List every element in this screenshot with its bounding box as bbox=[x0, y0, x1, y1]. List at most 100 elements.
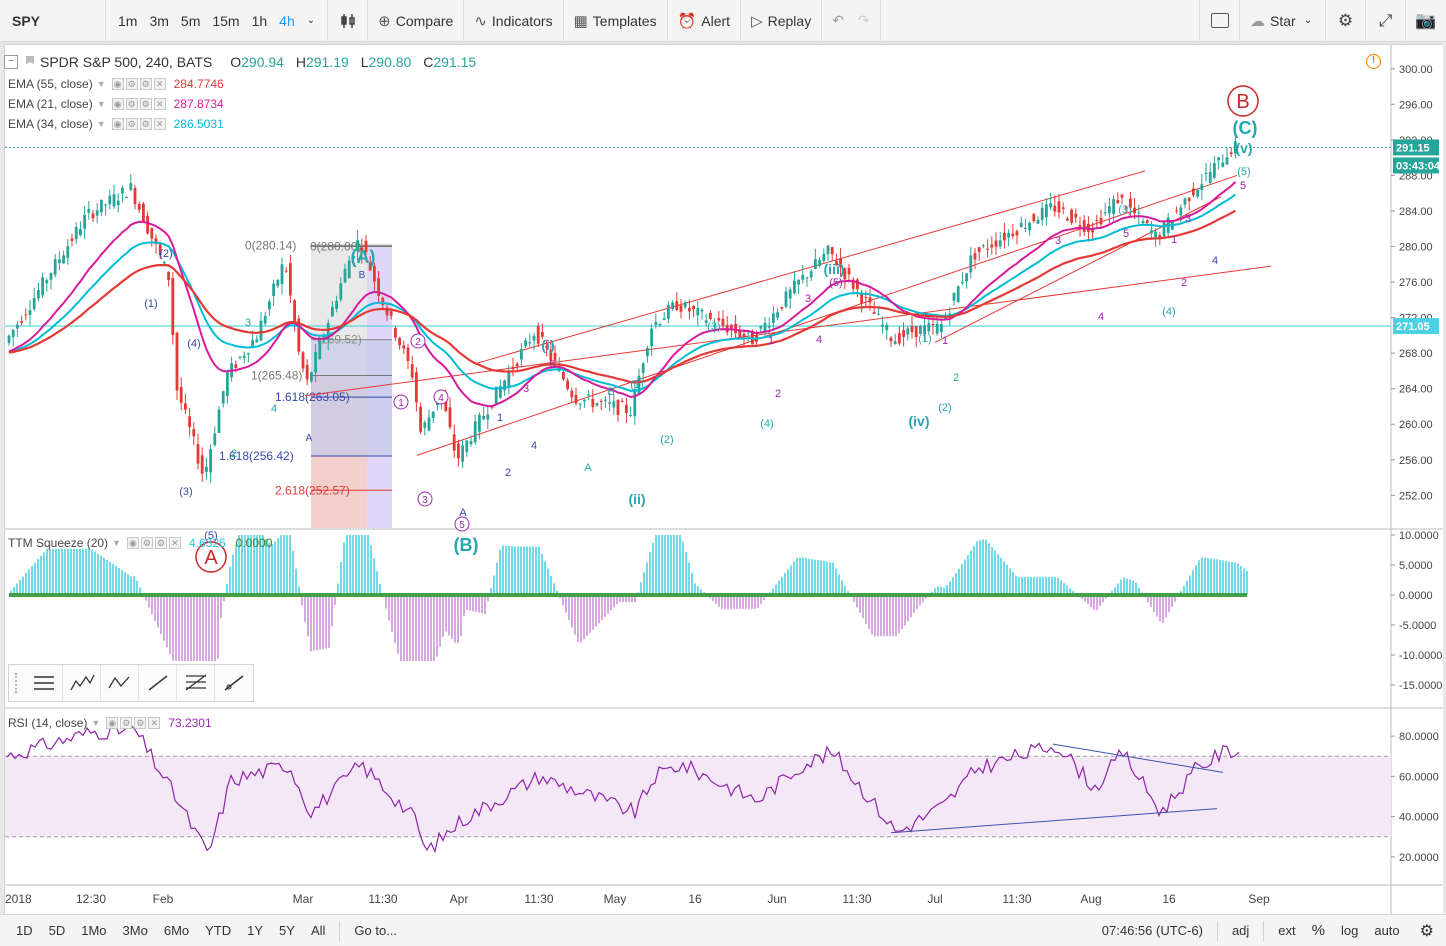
indicators-button[interactable]: ∿ Indicators bbox=[464, 0, 564, 42]
range-1y[interactable]: 1Y bbox=[247, 923, 264, 938]
chart-frame[interactable]: 252.00256.00260.00264.00268.00272.00276.… bbox=[4, 44, 1443, 915]
elliott-correction-tool[interactable] bbox=[101, 665, 139, 701]
goto-button[interactable]: Go to... bbox=[354, 923, 398, 938]
top-toolbar: SPY 1m 3m 5m 15m 1h 4h ⌄ ⊕ Compare ∿ Indic… bbox=[0, 0, 1446, 42]
time-axis-label: 2018 bbox=[5, 892, 32, 906]
alert-button[interactable]: ⏰ Alert bbox=[668, 0, 742, 42]
collapse-legend-button[interactable]: − bbox=[4, 55, 18, 69]
candle-body bbox=[998, 240, 1002, 247]
clock-readout[interactable]: 07:46:56 (UTC-6) bbox=[1101, 923, 1203, 938]
candle-body bbox=[784, 291, 788, 307]
ttm-legend[interactable]: TTM Squeeze (20) ▼ ◉ ⚙ ⚙ ✕ 4.6326 0.0000 bbox=[8, 535, 272, 551]
wave-label: 2 bbox=[775, 388, 781, 400]
candle-body bbox=[578, 403, 582, 405]
templates-button[interactable]: ▦ Templates bbox=[564, 0, 668, 42]
candle-body bbox=[62, 255, 65, 264]
chevron-down-icon[interactable]: ▼ bbox=[96, 119, 106, 129]
elliott-impulse-tool[interactable] bbox=[63, 665, 101, 701]
star-button[interactable]: ☁ Star ⌄ bbox=[1240, 0, 1326, 42]
candle-body bbox=[217, 409, 221, 433]
candle-body bbox=[310, 372, 313, 382]
square-icon bbox=[1210, 13, 1229, 28]
wave-label: 3 bbox=[1185, 213, 1191, 225]
range-3mo[interactable]: 3Mo bbox=[122, 923, 148, 938]
range-6mo[interactable]: 6Mo bbox=[163, 923, 190, 938]
chevron-down-icon[interactable]: ▼ bbox=[96, 99, 106, 109]
rsi-legend[interactable]: RSI (14, close) ▼ ◉ ⚙ ⚙ ✕ 73.2301 bbox=[8, 715, 212, 731]
chevron-down-icon[interactable]: ⌄ bbox=[306, 15, 316, 26]
candle-body bbox=[482, 415, 485, 420]
chart-type-button[interactable] bbox=[328, 0, 369, 42]
chevron-down-icon[interactable]: ▼ bbox=[112, 538, 121, 548]
wave-12345-icon bbox=[69, 674, 95, 691]
candle-body bbox=[1221, 162, 1225, 167]
trend-line-tool[interactable] bbox=[139, 665, 177, 701]
candle-body bbox=[515, 363, 519, 367]
candle-body bbox=[457, 443, 460, 459]
ray-tool[interactable] bbox=[215, 665, 253, 701]
interval-5m[interactable]: 5m bbox=[180, 12, 201, 29]
candle-body bbox=[478, 414, 481, 432]
candle-body bbox=[1200, 184, 1204, 191]
drag-handle[interactable] bbox=[15, 673, 21, 693]
candle-body bbox=[860, 292, 863, 304]
candle-body bbox=[835, 260, 838, 265]
legend-controls[interactable]: ◉ ⚙ ⚙ ✕ bbox=[106, 717, 162, 729]
current-price-tag: 291.15 bbox=[1396, 142, 1430, 154]
wave-label: 3 bbox=[1055, 235, 1061, 247]
ema-21-legend[interactable]: EMA (21, close) ▼ ◉ ⚙ ⚙ ✕ 287.8734 bbox=[8, 96, 224, 112]
candle-body bbox=[793, 280, 796, 294]
warning-icon[interactable]: ! bbox=[1366, 54, 1381, 69]
legend-controls[interactable]: ◉ ⚙ ⚙ ✕ bbox=[111, 78, 168, 90]
chevron-down-icon[interactable]: ▼ bbox=[96, 79, 106, 89]
symbol-search[interactable]: SPY bbox=[0, 0, 106, 42]
range-5d[interactable]: 5D bbox=[48, 923, 66, 938]
compare-button[interactable]: ⊕ Compare bbox=[368, 0, 465, 42]
legend-controls[interactable]: ◉ ⚙ ⚙ ✕ bbox=[111, 118, 168, 130]
adj-toggle[interactable]: adj bbox=[1231, 923, 1250, 938]
candle-body bbox=[360, 247, 364, 253]
ema-55-legend[interactable]: EMA (55, close) ▼ ◉ ⚙ ⚙ ✕ 284.7746 bbox=[8, 76, 224, 92]
range-1d[interactable]: 1D bbox=[16, 923, 33, 938]
gear-icon[interactable]: ⚙ bbox=[1419, 922, 1434, 940]
interval-3m[interactable]: 3m bbox=[149, 12, 169, 29]
settings-button[interactable]: ⚙ bbox=[1326, 0, 1366, 42]
interval-15m[interactable]: 15m bbox=[212, 12, 240, 29]
candle-body bbox=[133, 187, 137, 205]
candle-body bbox=[633, 389, 637, 417]
interval-1h[interactable]: 1h bbox=[251, 12, 268, 29]
candle-body bbox=[641, 363, 645, 373]
redo-icon[interactable]: ↷ bbox=[857, 12, 870, 28]
undo-icon[interactable]: ↶ bbox=[832, 12, 844, 28]
range-ytd[interactable]: YTD bbox=[205, 923, 232, 938]
candle-body bbox=[1007, 232, 1010, 238]
interval-4h[interactable]: 4h bbox=[279, 12, 295, 29]
price-tick-label: 300.00 bbox=[1399, 64, 1433, 76]
range-all[interactable]: All bbox=[310, 923, 326, 938]
fullscreen-button[interactable]: ⤢ bbox=[1366, 0, 1406, 42]
layout-button[interactable] bbox=[1200, 0, 1240, 42]
range-1mo[interactable]: 1Mo bbox=[81, 923, 107, 938]
legend-controls[interactable]: ◉ ⚙ ⚙ ✕ bbox=[111, 98, 168, 110]
ttm-tick-label: -15.0000 bbox=[1399, 680, 1442, 692]
candle-body bbox=[116, 200, 120, 206]
legend-controls[interactable]: ◉ ⚙ ⚙ ✕ bbox=[126, 537, 183, 549]
ema-34-legend[interactable]: EMA (34, close) ▼ ◉ ⚙ ⚙ ✕ 286.5031 bbox=[8, 116, 224, 132]
interval-1m[interactable]: 1m bbox=[118, 12, 138, 29]
chevron-down-icon[interactable]: ▼ bbox=[91, 718, 101, 728]
replay-button[interactable]: ▷ Replay bbox=[741, 0, 823, 42]
percent-toggle[interactable]: % bbox=[1311, 922, 1325, 939]
chart-canvas[interactable]: 252.00256.00260.00264.00268.00272.00276.… bbox=[5, 45, 1443, 915]
range-5y[interactable]: 5Y bbox=[279, 923, 295, 938]
log-toggle[interactable]: log bbox=[1340, 923, 1359, 938]
symbol-label: SPY bbox=[12, 12, 41, 29]
auto-toggle[interactable]: auto bbox=[1374, 923, 1400, 938]
fib-retracement-tool[interactable] bbox=[177, 665, 215, 701]
candle-body bbox=[66, 246, 70, 258]
flag-icon[interactable] bbox=[26, 56, 34, 65]
ext-toggle[interactable]: ext bbox=[1278, 923, 1296, 938]
snapshot-button[interactable]: 📷 bbox=[1406, 0, 1446, 42]
wave-label: 2 bbox=[231, 448, 237, 460]
candle-body bbox=[1032, 213, 1036, 222]
horizontal-lines-tool[interactable] bbox=[25, 665, 63, 701]
